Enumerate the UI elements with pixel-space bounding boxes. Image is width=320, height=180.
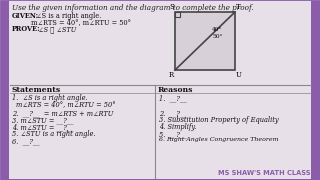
Text: Reasons: Reasons [158, 86, 194, 94]
Text: 1.  __?__: 1. __?__ [159, 94, 187, 102]
Text: ∠S ≅ ∠STU: ∠S ≅ ∠STU [36, 25, 76, 33]
Text: Use the given information and the diagram to complete the proof.: Use the given information and the diagra… [12, 4, 254, 12]
Text: T: T [236, 3, 241, 11]
Bar [175, 12, 235, 70]
Bar [1, 1, 9, 179]
Text: U: U [236, 71, 242, 79]
Text: GIVEN:: GIVEN: [12, 12, 39, 20]
Text: PROVE:: PROVE: [12, 25, 41, 33]
Text: 40°: 40° [212, 27, 223, 32]
Text: S: S [169, 3, 174, 11]
Bar [175, 12, 180, 17]
Text: 2.  __?__: 2. __?__ [159, 109, 187, 117]
Text: 5.  __?__: 5. __?__ [159, 130, 187, 138]
Text: 6. Right Angles Congruence Theorem: 6. Right Angles Congruence Theorem [159, 137, 278, 142]
Text: m∠RTS = 40°, m∠RTU = 50°: m∠RTS = 40°, m∠RTU = 50° [16, 100, 116, 108]
Text: Statements: Statements [12, 86, 61, 94]
Bar [311, 1, 319, 179]
Text: 2.  __?__  = m∠RTS + m∠RTU: 2. __?__ = m∠RTS + m∠RTU [12, 109, 113, 117]
Text: R: R [169, 71, 174, 79]
Text: 3. Substitution Property of Equality: 3. Substitution Property of Equality [159, 116, 279, 124]
Text: 3. m∠STU = __?__: 3. m∠STU = __?__ [12, 116, 74, 124]
Text: MS SHAW'S MATH CLASS: MS SHAW'S MATH CLASS [218, 170, 310, 176]
Text: 4. m∠STU = __?__: 4. m∠STU = __?__ [12, 123, 74, 131]
Text: 1.  ∠S is a right angle.: 1. ∠S is a right angle. [12, 94, 88, 102]
Text: 6.  __?__: 6. __?__ [12, 137, 40, 145]
Text: ∠S is a right angle.: ∠S is a right angle. [34, 12, 101, 20]
Text: 4. Simplify.: 4. Simplify. [159, 123, 196, 131]
Text: 50°: 50° [212, 34, 223, 39]
Text: 5. ∠STU is a right angle.: 5. ∠STU is a right angle. [12, 130, 95, 138]
Text: m∠RTS = 40°, m∠RTU = 50°: m∠RTS = 40°, m∠RTU = 50° [12, 18, 131, 26]
